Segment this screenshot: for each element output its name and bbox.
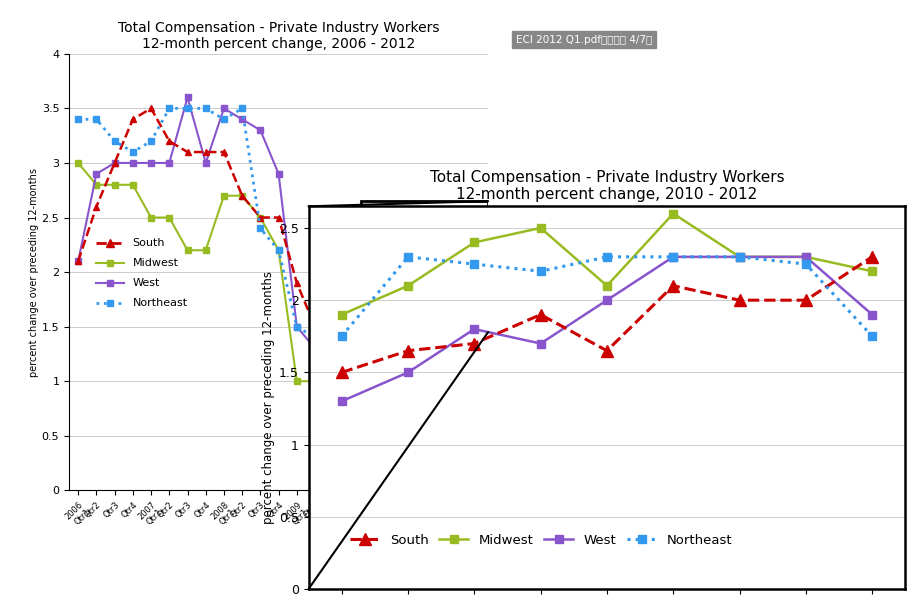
Title: Total Compensation - Private Industry Workers
12-month percent change, 2010 - 20: Total Compensation - Private Industry Wo… xyxy=(429,170,785,202)
Y-axis label: percent change over preceding 12-months: percent change over preceding 12-months xyxy=(262,271,274,524)
Title: Total Compensation - Private Industry Workers
12-month percent change, 2006 - 20: Total Compensation - Private Industry Wo… xyxy=(118,21,439,51)
Bar xyxy=(361,201,488,332)
Legend: South, Midwest, West, Northeast: South, Midwest, West, Northeast xyxy=(91,234,192,313)
Y-axis label: percent change over preceding 12-months: percent change over preceding 12-months xyxy=(29,167,39,377)
Legend: South, Midwest, West, Northeast: South, Midwest, West, Northeast xyxy=(345,528,738,552)
Text: ECI 2012 Q1.pdf（页码： 4/7）: ECI 2012 Q1.pdf（页码： 4/7） xyxy=(516,35,652,45)
